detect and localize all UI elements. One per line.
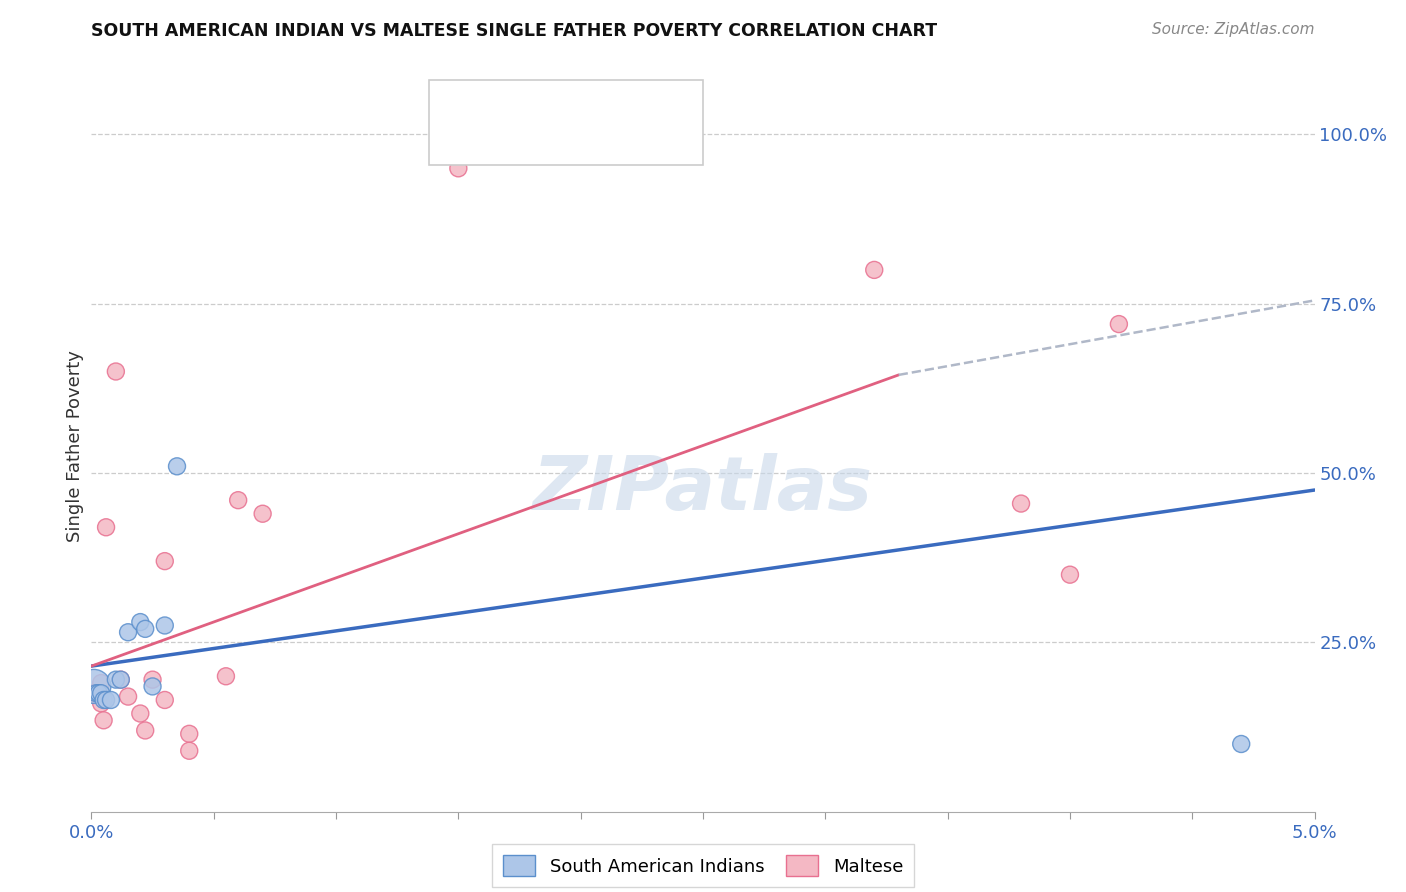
Point xyxy=(447,161,470,176)
Text: ZIPatlas: ZIPatlas xyxy=(533,453,873,526)
Point xyxy=(93,693,115,707)
Text: 0.373: 0.373 xyxy=(522,129,578,147)
Text: 16: 16 xyxy=(614,94,640,112)
Point xyxy=(215,669,238,683)
Text: 25: 25 xyxy=(614,129,640,147)
Point xyxy=(104,364,127,378)
Text: 0.272: 0.272 xyxy=(522,94,578,112)
Point xyxy=(83,680,105,694)
Point xyxy=(141,673,163,687)
Point xyxy=(166,459,188,474)
Point xyxy=(226,493,249,508)
Text: SOUTH AMERICAN INDIAN VS MALTESE SINGLE FATHER POVERTY CORRELATION CHART: SOUTH AMERICAN INDIAN VS MALTESE SINGLE … xyxy=(91,22,938,40)
Point xyxy=(141,680,163,694)
Y-axis label: Single Father Poverty: Single Father Poverty xyxy=(66,350,84,542)
Text: N =: N = xyxy=(578,129,617,147)
Point xyxy=(84,686,107,700)
Point xyxy=(1230,737,1253,751)
Point xyxy=(179,727,201,741)
Point xyxy=(129,615,152,629)
Text: R =: R = xyxy=(482,129,522,147)
Point xyxy=(153,554,176,568)
Point xyxy=(129,706,152,721)
Point xyxy=(110,673,132,687)
Point xyxy=(134,723,156,738)
Point xyxy=(153,693,176,707)
Point xyxy=(100,693,122,707)
Point xyxy=(134,622,156,636)
Text: Source: ZipAtlas.com: Source: ZipAtlas.com xyxy=(1152,22,1315,37)
Point xyxy=(87,686,110,700)
Legend: South American Indians, Maltese: South American Indians, Maltese xyxy=(492,845,914,887)
Point xyxy=(110,673,132,687)
Point xyxy=(104,673,127,687)
Point xyxy=(179,744,201,758)
Point xyxy=(1010,497,1032,511)
Point xyxy=(84,686,107,700)
Point xyxy=(863,263,886,277)
Point xyxy=(90,686,112,700)
Point xyxy=(117,690,139,704)
Point xyxy=(94,693,117,707)
Point xyxy=(93,714,115,728)
Point xyxy=(94,520,117,534)
Point xyxy=(1108,317,1130,331)
Point xyxy=(87,686,110,700)
Point xyxy=(117,625,139,640)
Point xyxy=(90,676,112,690)
Text: R =: R = xyxy=(482,94,522,112)
Text: N =: N = xyxy=(578,94,617,112)
Point xyxy=(83,686,105,700)
Point xyxy=(153,618,176,632)
Point xyxy=(90,697,112,711)
Point xyxy=(1059,567,1081,582)
Point xyxy=(252,507,274,521)
